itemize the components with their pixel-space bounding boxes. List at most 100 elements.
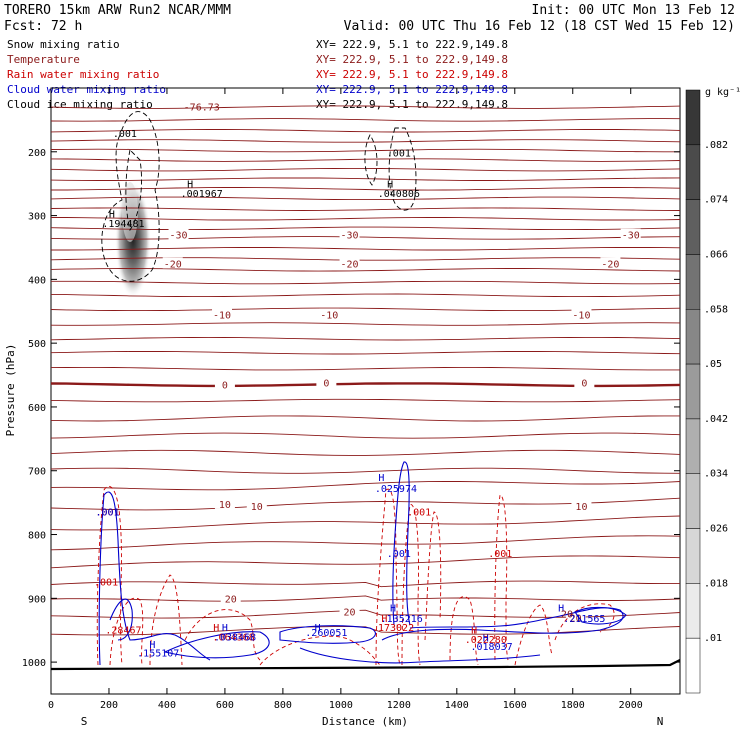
ice-contour-west <box>101 111 160 282</box>
isotherm-label-1-2: -20 <box>601 259 619 270</box>
annotation-0: -76.73 <box>184 102 220 113</box>
y-tick-label-5: 700 <box>28 467 46 478</box>
annotation-34: H <box>558 604 564 615</box>
ice-contour-west-inner <box>125 149 142 232</box>
isotherm-label-bg-1-2 <box>600 257 621 269</box>
y-tick-label-4: 600 <box>28 403 46 414</box>
field-xy-0: XY= 222.9, 5.1 to 222.9,149.8 <box>316 38 508 51</box>
isotherm-label-2-2: -10 <box>572 310 590 321</box>
rain-contour-12 <box>554 603 615 641</box>
header-right-1: Init: 00 UTC Mon 13 Feb 12 <box>532 3 736 18</box>
rain-contour-9 <box>449 596 479 666</box>
isotherm-12 <box>51 226 680 231</box>
x-tick-label-7: 1400 <box>445 700 469 711</box>
rain-contour-10 <box>494 494 509 661</box>
ice-contour-east-2 <box>388 127 417 211</box>
isotherm-label-bg-4-1 <box>246 499 267 511</box>
isotherm-label-3-0: 0 <box>222 381 228 392</box>
annotation-17: H <box>390 604 396 615</box>
isotherm-label-bg-5-2 <box>565 611 586 623</box>
isotherm-label-bg-4-0 <box>214 497 235 509</box>
isotherm-1 <box>51 118 680 122</box>
annotation-24: H <box>222 623 228 634</box>
isotherm-20 <box>51 322 680 326</box>
isotherm-9 <box>51 196 680 201</box>
colorbar-label-7: .026 <box>704 524 728 535</box>
colorbar-label-6: .034 <box>704 469 728 480</box>
field-name-1: Temperature <box>7 53 80 66</box>
x-axis: 0 200 400 600 800 1000 1200 1400 1600 1800 2000 <box>48 88 643 711</box>
isotherm-21 <box>51 336 680 341</box>
isotherm-label-bg-3-2 <box>574 376 595 388</box>
rain-contours <box>96 485 615 666</box>
isotherm-8 <box>51 187 680 191</box>
ice-contours <box>101 111 417 282</box>
colorbar-swatch-6 <box>685 418 701 474</box>
annotation-33: .018037 <box>471 642 513 653</box>
colorbar-label-1: .074 <box>704 195 728 206</box>
y-tick-label-6: 800 <box>28 531 46 542</box>
annotation-6: .040806 <box>378 189 420 200</box>
cloud-water-mid-2 <box>279 625 376 644</box>
isotherm-25 <box>51 398 680 403</box>
isotherm-label-bg-0-2 <box>620 228 641 240</box>
x-tick-label-3: 600 <box>216 700 234 711</box>
annotation-14: .001 <box>387 549 411 560</box>
isotherm-28 <box>51 449 680 456</box>
annotation-5: H <box>387 180 393 191</box>
isotherm-label-3-2: 0 <box>581 379 587 390</box>
field-name-3: Cloud water mixing ratio <box>7 83 166 96</box>
annotation-3: H <box>187 180 193 191</box>
field-xy-3: XY= 222.9, 5.1 to 222.9,149.8 <box>316 83 508 96</box>
isotherm-7 <box>51 177 680 181</box>
colorbar-unit: g kg⁻¹ <box>705 87 740 98</box>
annotation-29: .155107 <box>137 648 179 659</box>
isotherm-label-bg-5-1 <box>339 605 360 617</box>
isotherm-33 <box>51 535 680 551</box>
annotation-26: .038468 <box>214 632 256 643</box>
colorbar-label-9: .01 <box>704 633 722 644</box>
x-tick-label-6: 1200 <box>387 700 411 711</box>
colorbar-label-2: .066 <box>704 249 728 260</box>
isotherm-22 <box>51 351 680 355</box>
isotherm-18 <box>51 293 680 298</box>
field-xy-1: XY= 222.9, 5.1 to 222.9,149.8 <box>316 53 508 66</box>
annotation-12: .001 <box>95 507 119 518</box>
colorbar-swatch-5 <box>685 363 701 420</box>
isotherm-label-bg-2-1 <box>319 308 340 320</box>
field-xy-4: XY= 222.9, 5.1 to 222.9,149.8 <box>316 98 508 111</box>
field-name-2: Rain water mixing ratio <box>7 68 159 81</box>
x-tick-label-8: 1600 <box>503 700 527 711</box>
isotherm-label-4-0: 10 <box>219 500 231 511</box>
isotherm-13 <box>51 236 680 240</box>
isotherm-label-bg-0-1 <box>339 228 360 240</box>
plot-frame <box>50 87 681 695</box>
isotherm-label-bg-3-0 <box>214 378 235 390</box>
colorbar-swatch-9 <box>685 583 701 639</box>
annotation-22: .260051 <box>305 628 347 639</box>
annotation-1: .001 <box>113 129 137 140</box>
annotation-7: H <box>109 209 115 220</box>
isotherm-0 <box>51 105 680 109</box>
annotation-21: H <box>315 623 321 634</box>
isotherm-30 <box>51 481 680 491</box>
isotherm-label-5-0: 20 <box>225 594 237 605</box>
isotherm-label-bg-2-0 <box>212 308 233 320</box>
rain-contour-4 <box>184 609 261 661</box>
isotherm-27 <box>51 432 680 439</box>
x-tick-label-5: 1000 <box>329 700 353 711</box>
rain-contour-11 <box>514 604 553 666</box>
isotherm-14 <box>51 247 680 251</box>
isotherm-label-bg-0-0 <box>168 228 189 240</box>
colorbar-swatch-10 <box>685 637 701 694</box>
isotherm-16 <box>51 268 680 272</box>
annotation-25: .064368 <box>213 632 255 643</box>
colorbar-swatch-1 <box>685 144 701 200</box>
y-tick-label-2: 400 <box>28 275 46 286</box>
isotherm-label-5-1: 20 <box>344 608 356 619</box>
isotherm-5 <box>51 158 680 162</box>
isotherm-label-4-2: 10 <box>575 502 587 513</box>
rain-contour-8 <box>424 511 442 641</box>
